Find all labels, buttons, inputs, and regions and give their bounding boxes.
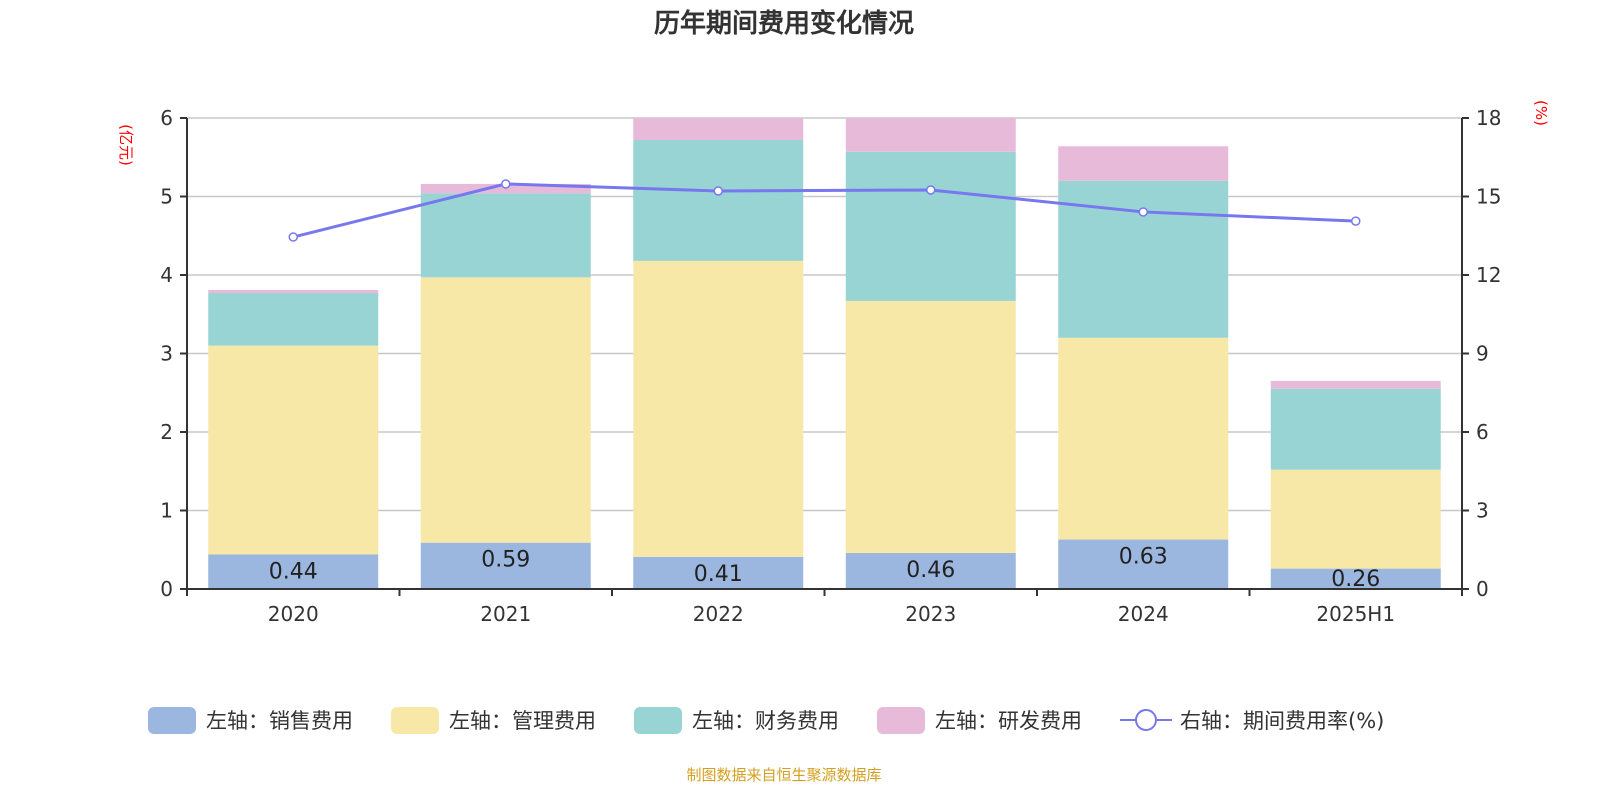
bar-segment <box>420 277 591 543</box>
right-tick-label: 15 <box>1476 185 1501 209</box>
rate-point <box>1138 207 1148 217</box>
rate-point <box>1351 216 1361 226</box>
bar-segment <box>1058 146 1229 181</box>
bar-segment <box>1058 337 1229 540</box>
bar-segment <box>208 289 379 294</box>
bar-segment <box>1270 380 1441 389</box>
legend-label[interactable]: 左轴：研发费用 <box>935 709 1082 733</box>
rate-point <box>288 232 298 242</box>
x-tick-label: 2021 <box>480 602 531 626</box>
legend-swatch[interactable] <box>391 707 439 734</box>
bar-segment <box>633 556 804 589</box>
left-tick-label: 5 <box>160 185 173 209</box>
left-tick-label: 1 <box>160 499 173 523</box>
x-tick-label: 2025H1 <box>1316 602 1395 626</box>
left-tick-label: 4 <box>160 263 173 287</box>
legend-label[interactable]: 左轴：财务费用 <box>692 709 839 733</box>
left-tick-label: 6 <box>160 106 173 130</box>
bar-data-label: 0.41 <box>694 562 743 587</box>
x-tick-label: 2024 <box>1118 602 1169 626</box>
bar-segment <box>845 552 1016 589</box>
x-tick-label: 2023 <box>905 602 956 626</box>
bar-data-label: 0.44 <box>269 559 318 584</box>
right-tick-label: 12 <box>1476 263 1501 287</box>
rate-point <box>501 179 511 189</box>
bar-data-label: 0.59 <box>481 548 530 573</box>
x-tick-label: 2022 <box>693 602 744 626</box>
left-tick-label: 2 <box>160 420 173 444</box>
right-axis-unit: (%) <box>1532 100 1550 126</box>
bar-segment <box>633 139 804 261</box>
legend-label[interactable]: 左轴：销售费用 <box>206 709 353 733</box>
legend-label[interactable]: 左轴：管理费用 <box>449 709 596 733</box>
rate-line <box>292 182 1356 239</box>
left-axis-unit: (亿元) <box>117 124 135 166</box>
right-tick-label: 6 <box>1476 420 1489 444</box>
left-tick-label: 0 <box>160 577 173 601</box>
legend-swatch[interactable] <box>148 707 196 734</box>
right-tick-label: 0 <box>1476 577 1489 601</box>
bar-segment <box>1270 388 1441 470</box>
legend-swatch[interactable] <box>634 707 682 734</box>
legend-swatch[interactable] <box>877 707 925 734</box>
bar-segment <box>208 554 379 589</box>
x-tick-label: 2020 <box>268 602 319 626</box>
bar-segment <box>845 118 1016 152</box>
bar-segment <box>420 542 591 589</box>
bar-data-label: 0.63 <box>1119 545 1168 570</box>
rate-point <box>713 186 723 196</box>
bar-segment <box>633 118 804 140</box>
bar-data-label: 0.26 <box>1331 567 1380 592</box>
bar-segment <box>1270 568 1441 589</box>
bar-segment <box>845 300 1016 553</box>
rate-point <box>926 185 936 195</box>
right-tick-label: 18 <box>1476 106 1501 130</box>
bar-segment <box>208 293 379 346</box>
right-tick-label: 3 <box>1476 499 1489 523</box>
bar-segment <box>1058 539 1229 589</box>
right-tick-label: 9 <box>1476 342 1489 366</box>
bar-data-label: 0.46 <box>906 558 955 583</box>
source-note: 制图数据来自恒生聚源数据库 <box>686 766 881 784</box>
legend-label[interactable]: 右轴：期间费用率(%) <box>1180 709 1384 733</box>
bar-segment <box>420 193 591 278</box>
legend-marker-icon[interactable] <box>1135 709 1157 731</box>
chart-title: 历年期间费用变化情况 <box>654 8 914 39</box>
bar-segment <box>845 151 1016 301</box>
left-tick-label: 3 <box>160 342 173 366</box>
bar-segment <box>1270 469 1441 569</box>
bar-segment <box>633 260 804 557</box>
bar-segment <box>208 345 379 555</box>
